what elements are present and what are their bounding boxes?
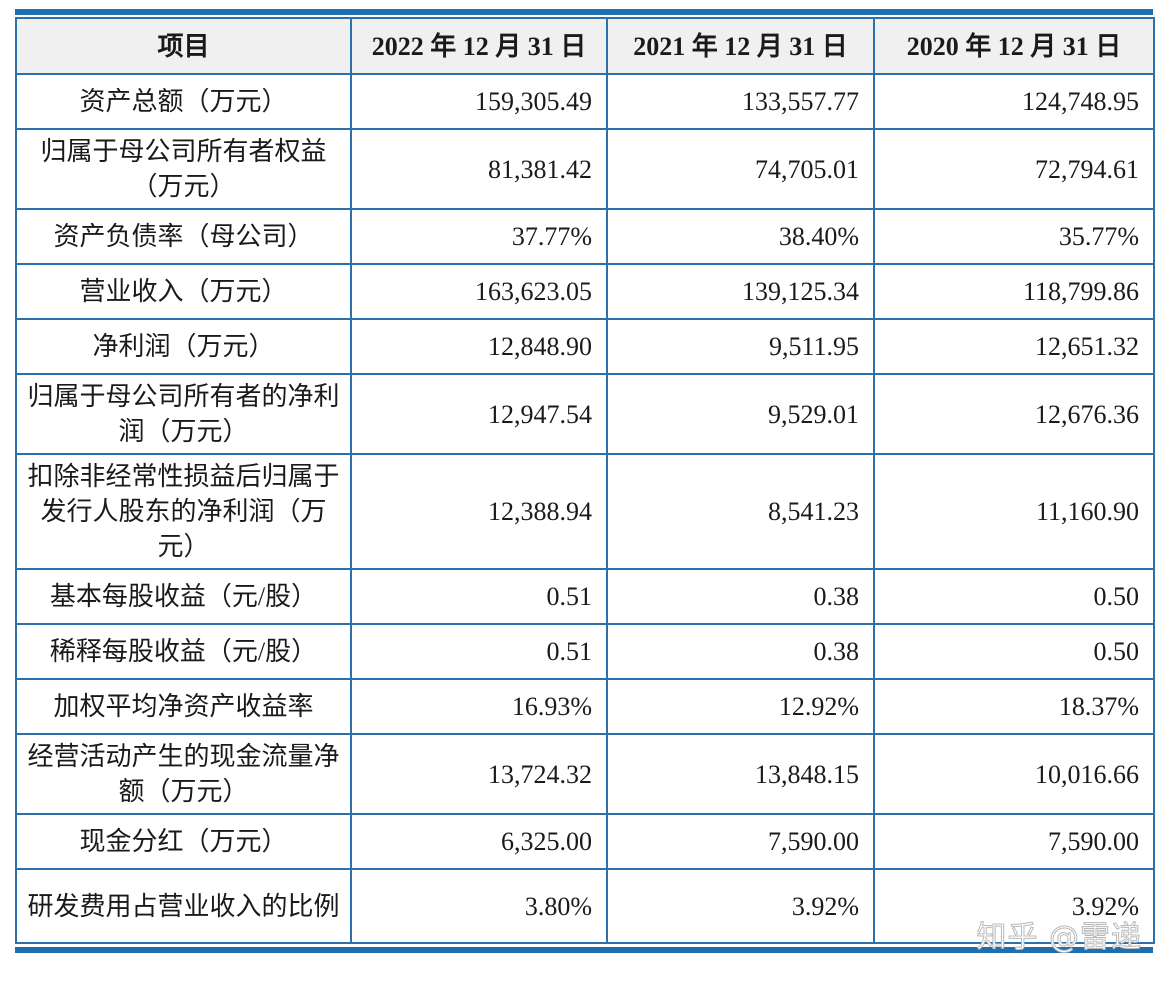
- value-2021: 9,529.01: [606, 373, 875, 455]
- row-label: 净利润（万元）: [15, 318, 352, 375]
- row-label: 现金分红（万元）: [15, 813, 352, 870]
- row-label: 稀释每股收益（元/股）: [15, 623, 352, 680]
- header-2022: 2022 年 12 月 31 日: [350, 17, 608, 75]
- value-2022: 81,381.42: [350, 128, 608, 210]
- value-2020: 124,748.95: [873, 73, 1155, 130]
- value-2022: 37.77%: [350, 208, 608, 265]
- table-row: 净利润（万元） 12,848.90 9,511.95 12,651.32: [15, 318, 1155, 375]
- table-row: 归属于母公司所有者的净利润（万元） 12,947.54 9,529.01 12,…: [15, 373, 1155, 455]
- value-2021: 9,511.95: [606, 318, 875, 375]
- table-row: 资产总额（万元） 159,305.49 133,557.77 124,748.9…: [15, 73, 1155, 130]
- value-2021: 133,557.77: [606, 73, 875, 130]
- value-2021: 13,848.15: [606, 733, 875, 815]
- value-2021: 3.92%: [606, 868, 875, 944]
- value-2021: 7,590.00: [606, 813, 875, 870]
- table-row: 基本每股收益（元/股） 0.51 0.38 0.50: [15, 568, 1155, 625]
- value-2021: 8,541.23: [606, 453, 875, 570]
- value-2020: 18.37%: [873, 678, 1155, 735]
- row-label: 归属于母公司所有者权益（万元）: [15, 128, 352, 210]
- table-row: 加权平均净资产收益率 16.93% 12.92% 18.37%: [15, 678, 1155, 735]
- row-label: 研发费用占营业收入的比例: [15, 868, 352, 944]
- value-2020: 72,794.61: [873, 128, 1155, 210]
- table-row: 研发费用占营业收入的比例 3.80% 3.92% 3.92%: [15, 868, 1155, 944]
- value-2022: 12,848.90: [350, 318, 608, 375]
- bottom-rule-divider: [15, 947, 1153, 953]
- row-label: 基本每股收益（元/股）: [15, 568, 352, 625]
- table-row: 现金分红（万元） 6,325.00 7,590.00 7,590.00: [15, 813, 1155, 870]
- value-2021: 38.40%: [606, 208, 875, 265]
- value-2022: 163,623.05: [350, 263, 608, 320]
- row-label: 资产总额（万元）: [15, 73, 352, 130]
- row-label: 加权平均净资产收益率: [15, 678, 352, 735]
- value-2020: 118,799.86: [873, 263, 1155, 320]
- value-2022: 3.80%: [350, 868, 608, 944]
- table-row: 扣除非经常性损益后归属于发行人股东的净利润（万元） 12,388.94 8,54…: [15, 453, 1155, 570]
- header-item: 项目: [15, 17, 352, 75]
- value-2020: 12,651.32: [873, 318, 1155, 375]
- value-2022: 0.51: [350, 568, 608, 625]
- value-2021: 0.38: [606, 568, 875, 625]
- value-2021: 0.38: [606, 623, 875, 680]
- value-2021: 74,705.01: [606, 128, 875, 210]
- table-row: 经营活动产生的现金流量净额（万元） 13,724.32 13,848.15 10…: [15, 733, 1155, 815]
- value-2022: 12,388.94: [350, 453, 608, 570]
- value-2021: 12.92%: [606, 678, 875, 735]
- row-label: 扣除非经常性损益后归属于发行人股东的净利润（万元）: [15, 453, 352, 570]
- value-2020: 35.77%: [873, 208, 1155, 265]
- table-row: 资产负债率（母公司） 37.77% 38.40% 35.77%: [15, 208, 1155, 265]
- value-2022: 159,305.49: [350, 73, 608, 130]
- row-label: 资产负债率（母公司）: [15, 208, 352, 265]
- value-2022: 0.51: [350, 623, 608, 680]
- row-label: 归属于母公司所有者的净利润（万元）: [15, 373, 352, 455]
- top-rule-divider: [15, 9, 1153, 15]
- value-2022: 6,325.00: [350, 813, 608, 870]
- row-label: 经营活动产生的现金流量净额（万元）: [15, 733, 352, 815]
- financial-summary-document: 项目 2022 年 12 月 31 日 2021 年 12 月 31 日 202…: [15, 9, 1155, 953]
- value-2022: 16.93%: [350, 678, 608, 735]
- table-row: 营业收入（万元） 163,623.05 139,125.34 118,799.8…: [15, 263, 1155, 320]
- value-2022: 13,724.32: [350, 733, 608, 815]
- value-2020: 7,590.00: [873, 813, 1155, 870]
- zhihu-watermark: 知乎 @雷递: [976, 920, 1142, 956]
- table-row: 稀释每股收益（元/股） 0.51 0.38 0.50: [15, 623, 1155, 680]
- value-2020: 12,676.36: [873, 373, 1155, 455]
- table-row: 归属于母公司所有者权益（万元） 81,381.42 74,705.01 72,7…: [15, 128, 1155, 210]
- value-2020: 3.92%: [873, 868, 1155, 944]
- row-label: 营业收入（万元）: [15, 263, 352, 320]
- value-2020: 0.50: [873, 623, 1155, 680]
- header-2021: 2021 年 12 月 31 日: [606, 17, 875, 75]
- value-2022: 12,947.54: [350, 373, 608, 455]
- value-2020: 0.50: [873, 568, 1155, 625]
- financial-data-table: 项目 2022 年 12 月 31 日 2021 年 12 月 31 日 202…: [15, 17, 1155, 944]
- value-2020: 11,160.90: [873, 453, 1155, 570]
- table-header-row: 项目 2022 年 12 月 31 日 2021 年 12 月 31 日 202…: [15, 17, 1155, 75]
- header-2020: 2020 年 12 月 31 日: [873, 17, 1155, 75]
- value-2021: 139,125.34: [606, 263, 875, 320]
- value-2020: 10,016.66: [873, 733, 1155, 815]
